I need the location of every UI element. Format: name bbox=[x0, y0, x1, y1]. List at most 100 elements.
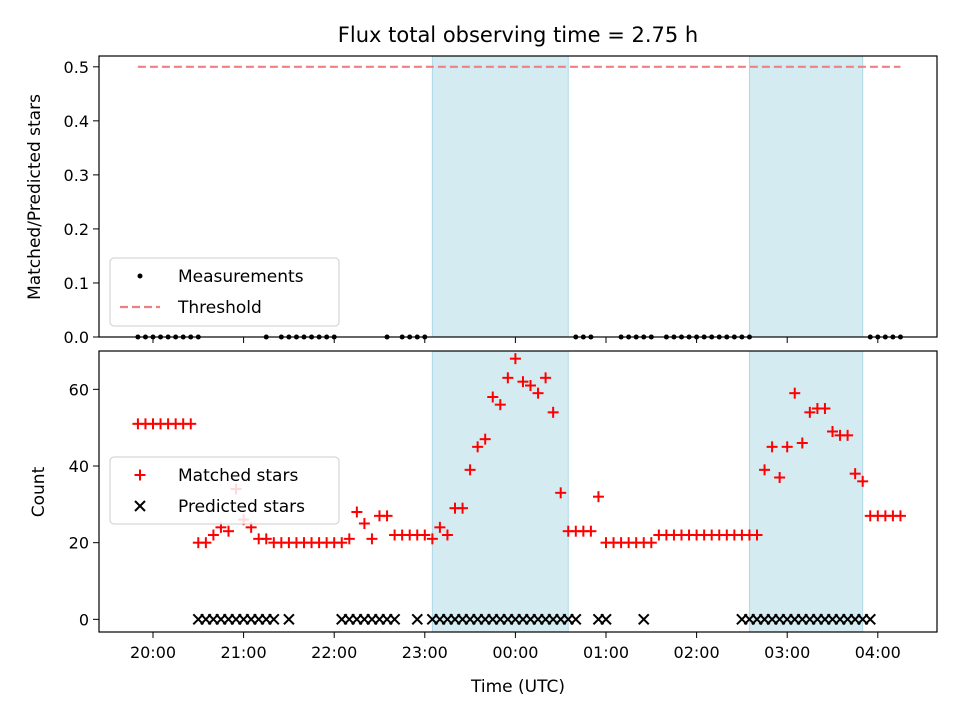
matched-point-55 bbox=[547, 406, 559, 418]
bottom-legend: Matched stars Predicted stars bbox=[109, 456, 340, 525]
bottom-xtick-label-5: 01:00 bbox=[583, 643, 629, 662]
matched-point-95 bbox=[849, 468, 861, 480]
matched-point-9 bbox=[200, 537, 212, 549]
top-ytick-label-2: 0.2 bbox=[64, 220, 89, 239]
matched-point-101 bbox=[894, 510, 906, 522]
matched-point-7 bbox=[185, 418, 197, 430]
bottom-ytick-label-0: 0 bbox=[79, 610, 89, 629]
bottom-xtick-label-0: 20:00 bbox=[130, 643, 176, 662]
matched-point-83 bbox=[759, 464, 771, 476]
matched-point-30 bbox=[358, 518, 370, 530]
matched-point-82 bbox=[751, 529, 763, 541]
matched-point-60 bbox=[585, 525, 597, 537]
matched-point-50 bbox=[509, 353, 521, 365]
chart-title: Flux total observing time = 2.75 h bbox=[338, 23, 698, 47]
bottom-xtick-label-3: 23:00 bbox=[402, 643, 448, 662]
top-ytick-label-0: 0.0 bbox=[64, 328, 89, 347]
legend-matched-marker bbox=[134, 469, 146, 481]
top-ytick-label-3: 0.3 bbox=[64, 166, 89, 185]
top-ytick-label-1: 0.1 bbox=[64, 274, 89, 293]
matched-point-88 bbox=[796, 437, 808, 449]
bottom-plot: 0 20 40 60 20:00 21:00 22:00 23:00 00:00 01:00 02:… bbox=[69, 350, 938, 662]
legend-threshold-label: Threshold bbox=[177, 298, 262, 318]
matched-point-43 bbox=[457, 502, 469, 514]
matched-point-86 bbox=[781, 441, 793, 453]
matched-point-29 bbox=[351, 506, 363, 518]
predicted-point-10 bbox=[268, 613, 280, 626]
matched-point-51 bbox=[517, 376, 529, 388]
matched-point-45 bbox=[472, 441, 484, 453]
bottom-legend-box bbox=[109, 456, 340, 525]
matched-point-96 bbox=[857, 475, 869, 487]
predicted-point-40 bbox=[570, 613, 582, 626]
observing-band-1 bbox=[431, 55, 569, 338]
top-plot: 0.0 0.1 0.2 0.3 0.4 0.5 Measurements Threshold bbox=[64, 55, 938, 347]
legend-measurements-label: Measurements bbox=[178, 267, 304, 287]
matched-point-52 bbox=[525, 380, 536, 392]
matched-point-40 bbox=[434, 521, 446, 533]
matched-point-17 bbox=[260, 533, 272, 545]
predicted-point-19 bbox=[388, 613, 401, 626]
matched-point-48 bbox=[494, 399, 506, 411]
bottom-ytick-label-3: 60 bbox=[69, 380, 89, 399]
matched-point-12 bbox=[223, 525, 234, 537]
matched-point-47 bbox=[487, 391, 499, 403]
matched-point-33 bbox=[381, 510, 393, 522]
predicted-point-61 bbox=[864, 613, 876, 626]
top-legend: Measurements Threshold bbox=[109, 257, 340, 327]
bottom-ytick-label-1: 20 bbox=[69, 534, 89, 553]
matched-point-54 bbox=[540, 372, 552, 384]
predicted-point-11-b bbox=[283, 613, 295, 626]
legend-predicted-marker-b bbox=[134, 500, 146, 512]
predicted-point-19-b bbox=[388, 613, 401, 626]
legend-predicted-marker bbox=[134, 500, 146, 512]
predicted-point-42-b bbox=[600, 613, 612, 626]
bottom-xtick-label-8: 04:00 bbox=[855, 643, 901, 662]
bottom-xtick-label-7: 03:00 bbox=[764, 643, 810, 662]
matched-point-27 bbox=[336, 537, 348, 549]
matched-point-68 bbox=[645, 537, 657, 549]
matched-point-94 bbox=[842, 429, 854, 441]
predicted-point-10-b bbox=[268, 613, 280, 626]
observing-band-2 bbox=[748, 350, 864, 633]
matched-point-31 bbox=[366, 533, 378, 545]
matched-point-49 bbox=[502, 372, 514, 384]
predicted-point-20-b bbox=[411, 613, 423, 626]
matched-point-46 bbox=[479, 433, 491, 445]
predicted-point-43-b bbox=[638, 613, 650, 626]
predicted-point-20 bbox=[411, 613, 423, 626]
matched-point-41 bbox=[441, 529, 453, 541]
predicted-point-40-b bbox=[570, 613, 582, 626]
top-plot-frame bbox=[98, 55, 938, 338]
legend-matched-label: Matched stars bbox=[178, 466, 298, 486]
top-y-axis-label: Matched/Predicted stars bbox=[25, 94, 45, 300]
x-axis-label: Time (UTC) bbox=[470, 677, 565, 697]
bottom-xtick-label-2: 22:00 bbox=[311, 643, 357, 662]
predicted-point-11 bbox=[283, 613, 295, 626]
matched-point-91 bbox=[819, 403, 831, 415]
matched-point-28 bbox=[343, 533, 355, 545]
bottom-xtick-label-6: 02:00 bbox=[674, 643, 720, 662]
matched-point-39 bbox=[426, 533, 438, 545]
observing-band-1 bbox=[431, 350, 569, 633]
top-ytick-label-5: 0.5 bbox=[64, 58, 89, 77]
predicted-point-43 bbox=[638, 613, 650, 626]
bottom-y-axis-label: Count bbox=[29, 466, 49, 517]
matched-point-61 bbox=[592, 491, 604, 503]
matched-point-92 bbox=[827, 426, 838, 438]
matched-point-89 bbox=[804, 406, 816, 418]
matched-point-87 bbox=[789, 387, 801, 399]
legend-predicted-label: Predicted stars bbox=[178, 497, 305, 517]
matched-point-10 bbox=[207, 529, 219, 541]
predicted-point-61-b bbox=[864, 613, 876, 626]
matched-point-44 bbox=[464, 464, 476, 476]
bottom-xtick-label-4: 00:00 bbox=[492, 643, 538, 662]
bottom-xtick-label-1: 21:00 bbox=[221, 643, 267, 662]
matched-point-56 bbox=[555, 487, 567, 499]
matched-point-38 bbox=[419, 529, 431, 541]
top-legend-box bbox=[109, 257, 340, 327]
matched-point-85 bbox=[774, 472, 786, 484]
matched-point-84 bbox=[766, 441, 778, 453]
legend-measurements-marker bbox=[137, 273, 143, 279]
